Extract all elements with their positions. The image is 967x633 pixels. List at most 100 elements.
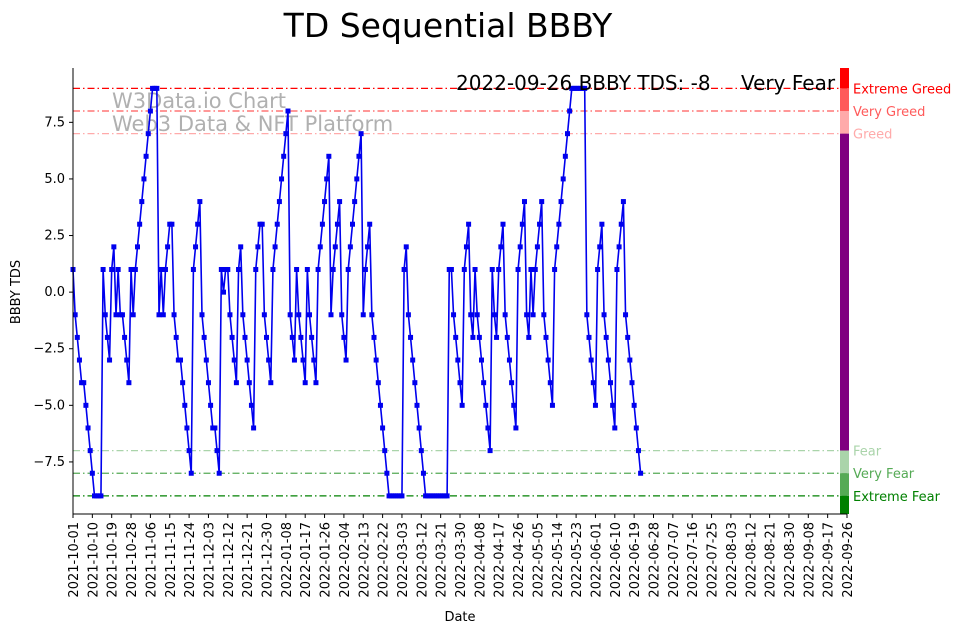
x-tick-label: 2022-02-22 [377, 522, 392, 598]
data-point [231, 357, 237, 363]
data-point [244, 357, 250, 363]
data-point [126, 380, 132, 386]
data-point [178, 357, 183, 363]
data-point [83, 402, 89, 408]
chart-title: TD Sequential BBBY [283, 6, 613, 45]
data-point [197, 199, 203, 205]
y-tick-label: 5.0 [44, 172, 65, 187]
zone-label-very_fear: Very Fear [853, 467, 915, 482]
data-point [356, 153, 362, 159]
data-point [399, 493, 405, 499]
data-point [491, 312, 497, 318]
data-point [212, 425, 218, 431]
data-point [296, 312, 302, 318]
data-point [298, 334, 304, 340]
data-point [100, 266, 106, 272]
data-point [240, 312, 246, 318]
data-point [584, 312, 590, 318]
data-point [281, 153, 287, 159]
x-tick-label: 2022-09-26 [841, 522, 856, 598]
y-tick-label: 0.0 [44, 285, 65, 300]
data-point [562, 153, 568, 159]
data-point [154, 85, 160, 91]
data-point [545, 357, 551, 363]
data-point [522, 199, 527, 205]
data-point [107, 357, 113, 363]
x-tick-label: 2021-10-28 [125, 522, 140, 598]
data-point [629, 380, 635, 386]
x-tick-label: 2021-12-03 [202, 522, 217, 598]
data-point [524, 312, 530, 318]
data-point [287, 312, 293, 318]
data-point [554, 244, 560, 250]
data-point [365, 244, 371, 250]
data-point [479, 357, 484, 363]
data-point [631, 402, 637, 408]
data-point [375, 380, 381, 386]
series-line-0 [72, 87, 642, 497]
x-tick-label: 2022-07-16 [686, 522, 701, 598]
data-point [160, 312, 166, 318]
data-point [618, 221, 624, 227]
sidebar-segment-extreme-greed [840, 68, 849, 89]
data-point [119, 312, 125, 318]
data-point [549, 402, 555, 408]
y-tick-label: 2.5 [44, 229, 65, 244]
x-tick-label: 2022-08-03 [725, 522, 740, 598]
data-point [326, 153, 332, 159]
zone-label-fear: Fear [853, 445, 882, 460]
data-point [416, 425, 422, 431]
data-point [526, 334, 532, 340]
data-point [597, 244, 603, 250]
data-point [362, 266, 368, 272]
data-point [216, 470, 222, 476]
zone-label-greed: Greed [853, 128, 892, 143]
data-point [313, 380, 319, 386]
data-point [487, 448, 493, 454]
data-point [236, 266, 242, 272]
data-point [72, 312, 78, 318]
x-tick-label: 2021-11-15 [164, 522, 179, 598]
data-point [195, 221, 201, 227]
data-point [165, 244, 171, 250]
data-point [311, 357, 317, 363]
data-point [532, 266, 538, 272]
x-tick-label: 2022-01-17 [299, 522, 314, 598]
zone-sidebar [840, 68, 849, 514]
data-point [515, 266, 521, 272]
data-point [638, 470, 644, 476]
zone-label-extreme_fear: Extreme Fear [853, 490, 941, 505]
data-point [457, 380, 463, 386]
data-point [272, 244, 278, 250]
x-tick-label: 2022-09-08 [802, 522, 817, 598]
data-point [225, 266, 231, 272]
data-point [332, 244, 338, 250]
data-point [137, 221, 143, 227]
data-point [352, 199, 358, 205]
x-tick-label: 2022-03-03 [396, 522, 411, 598]
x-tick-label: 2022-05-05 [531, 522, 546, 598]
data-point [448, 266, 454, 272]
x-tick-label: 2022-02-04 [338, 522, 353, 598]
data-point [201, 334, 207, 340]
data-point [104, 334, 110, 340]
data-point [229, 334, 235, 340]
data-point [380, 425, 386, 431]
data-point [603, 334, 609, 340]
data-point [513, 425, 519, 431]
data-point [182, 402, 188, 408]
data-point [130, 312, 136, 318]
data-point [309, 334, 315, 340]
data-point [483, 402, 489, 408]
sidebar-segment-extreme-fear [840, 495, 849, 514]
x-tick-label: 2022-07-25 [706, 522, 721, 598]
data-point [560, 176, 566, 182]
data-point [595, 266, 601, 272]
data-point [410, 357, 416, 363]
data-point [315, 266, 321, 272]
data-point [143, 153, 149, 159]
x-tick-label: 2021-11-06 [144, 522, 159, 598]
data-point [614, 266, 620, 272]
data-point [358, 131, 364, 137]
